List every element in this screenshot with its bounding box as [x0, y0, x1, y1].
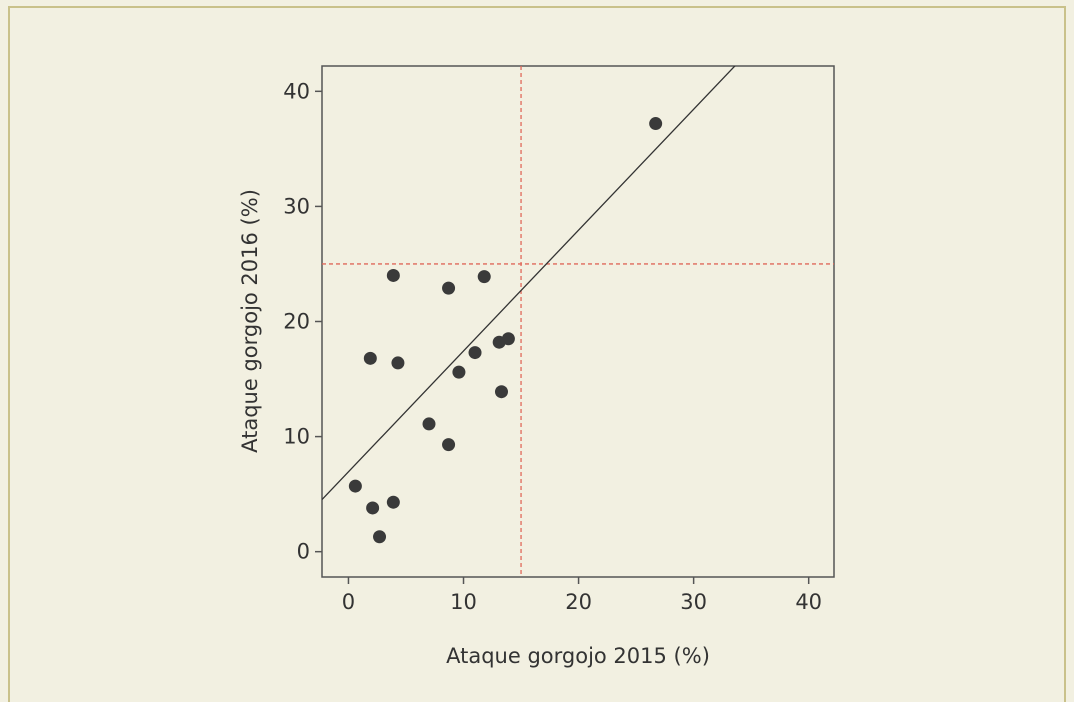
data-point	[468, 346, 482, 360]
fit-line-group	[322, 66, 736, 501]
reference-lines	[322, 66, 834, 577]
data-point	[422, 417, 436, 431]
y-tick-label: 20	[283, 310, 310, 334]
data-point	[366, 501, 380, 515]
data-point	[348, 479, 362, 493]
data-point	[373, 530, 387, 544]
data-point	[477, 270, 491, 284]
regression-line	[322, 66, 736, 501]
x-tick-label: 30	[680, 590, 707, 614]
data-point	[386, 495, 400, 509]
x-tick-label: 0	[342, 590, 355, 614]
data-point	[442, 438, 456, 452]
data-point	[452, 365, 466, 379]
y-axis-ticks: 0 10 20 30 40	[283, 79, 322, 564]
data-point	[442, 281, 456, 295]
data-points	[348, 117, 663, 544]
x-tick-label: 40	[795, 590, 822, 614]
x-axis-ticks: 0 10 20 30 40	[342, 577, 822, 614]
plot-area	[321, 65, 835, 578]
x-axis-label: Ataque gorgojo 2015 (%)	[446, 644, 710, 668]
data-point	[649, 117, 663, 131]
data-point	[363, 351, 377, 365]
data-point	[501, 332, 515, 346]
y-tick-label: 30	[283, 194, 310, 218]
data-point	[386, 268, 400, 282]
x-tick-label: 20	[565, 590, 592, 614]
y-tick-label: 40	[283, 79, 310, 103]
y-axis-label: Ataque gorgojo 2016 (%)	[238, 189, 262, 453]
y-tick-label: 0	[297, 540, 310, 564]
data-point	[391, 356, 405, 370]
data-point	[494, 385, 508, 399]
y-tick-label: 10	[283, 425, 310, 449]
x-tick-label: 10	[450, 590, 477, 614]
